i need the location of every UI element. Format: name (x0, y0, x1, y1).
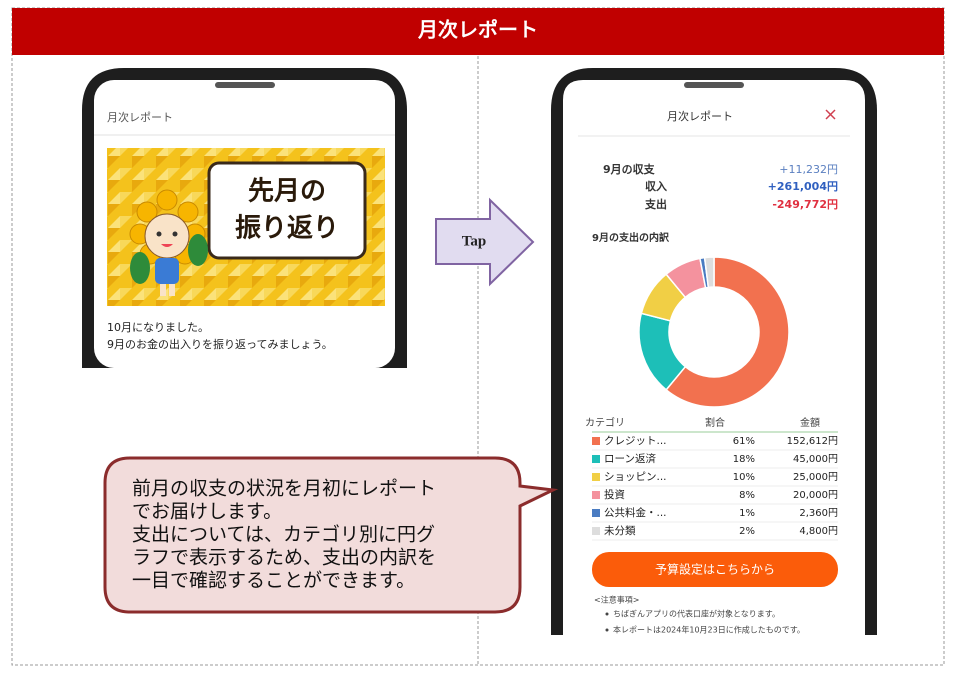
notes-title: <注意事項> (594, 595, 639, 605)
legend-swatch (592, 527, 600, 535)
tap-label: Tap (462, 233, 486, 249)
income-value: +261,004円 (768, 180, 838, 193)
note: ちばぎんアプリの代表口座が対象となります。 (613, 609, 780, 619)
message: 10月になりました。 (107, 321, 209, 334)
amount: 2,360円 (799, 508, 838, 519)
callout-line: でお届けします。 (132, 501, 282, 523)
callout-line: ラフで表示するため、支出の内訳を (132, 547, 436, 569)
category: 未分類 (604, 525, 636, 537)
share: 2% (739, 526, 755, 537)
legend-swatch (592, 473, 600, 481)
callout-line: 前月の収支の状況を月初にレポート (132, 478, 436, 500)
budget-button[interactable] (592, 552, 838, 587)
budget-button-label: 予算設定はこちらから (655, 562, 775, 577)
legend-swatch (592, 455, 600, 463)
right-title: 月次レポート (667, 109, 733, 123)
legend-swatch (592, 491, 600, 499)
message: 9月のお金の出入りを振り返ってみましょう。 (107, 337, 333, 351)
expense-label: 支出 (644, 197, 667, 211)
category: 投資 (604, 488, 625, 501)
speaker (215, 82, 275, 88)
right-screen (563, 80, 865, 635)
share: 61% (733, 436, 755, 447)
bullet (605, 628, 609, 632)
header-bar (12, 8, 944, 55)
callout-line: 支出については、カテゴリ別に円グ (132, 524, 435, 546)
summary-total: +11,232円 (779, 163, 838, 176)
callout-text: 前月の収支の状況を月初にレポートでお届けします。支出については、カテゴリ別に円グ… (132, 478, 436, 592)
column-header: カテゴリ (585, 416, 625, 429)
category: ローン返済 (604, 452, 656, 465)
left-title: 月次レポート (107, 110, 173, 124)
amount: 25,000円 (793, 472, 838, 483)
share: 10% (733, 472, 755, 483)
callout-line: 一目で確認することができます。 (132, 570, 415, 592)
legend-swatch (592, 509, 600, 517)
amount: 152,612円 (787, 436, 838, 447)
banner-box (207, 161, 367, 260)
amount: 20,000円 (793, 490, 838, 501)
donut-slice (665, 256, 790, 408)
banner-text: 先月の (248, 177, 326, 207)
donut-slice (703, 256, 715, 289)
summary-label: 9月の収支 (603, 162, 656, 176)
close-button[interactable] (825, 109, 836, 120)
amount: 45,000円 (793, 454, 838, 465)
tap-arrow (435, 197, 535, 287)
callout (103, 456, 559, 614)
banner-text: 振り返り (235, 214, 339, 244)
column-header: 金額 (800, 416, 820, 429)
category: 公共料金・... (604, 506, 667, 519)
category: クレジット... (604, 435, 667, 447)
share: 8% (739, 490, 755, 501)
amount: 4,800円 (799, 526, 838, 537)
bullet (605, 612, 609, 616)
chart-title: 9月の支出の内訳 (592, 231, 670, 244)
donut-chart (638, 256, 790, 408)
legend-swatch (592, 437, 600, 445)
category: ショッピン... (604, 471, 667, 483)
header-title: 月次レポート (417, 18, 538, 42)
income-label: 収入 (645, 180, 667, 193)
share: 1% (739, 508, 755, 519)
column-header: 割合 (705, 416, 725, 429)
expense-value: -249,772円 (772, 198, 838, 211)
share: 18% (733, 454, 755, 465)
note: 本レポートは2024年10月23日に作成したものです。 (613, 625, 805, 635)
mascot (129, 189, 208, 296)
speaker (684, 82, 744, 88)
